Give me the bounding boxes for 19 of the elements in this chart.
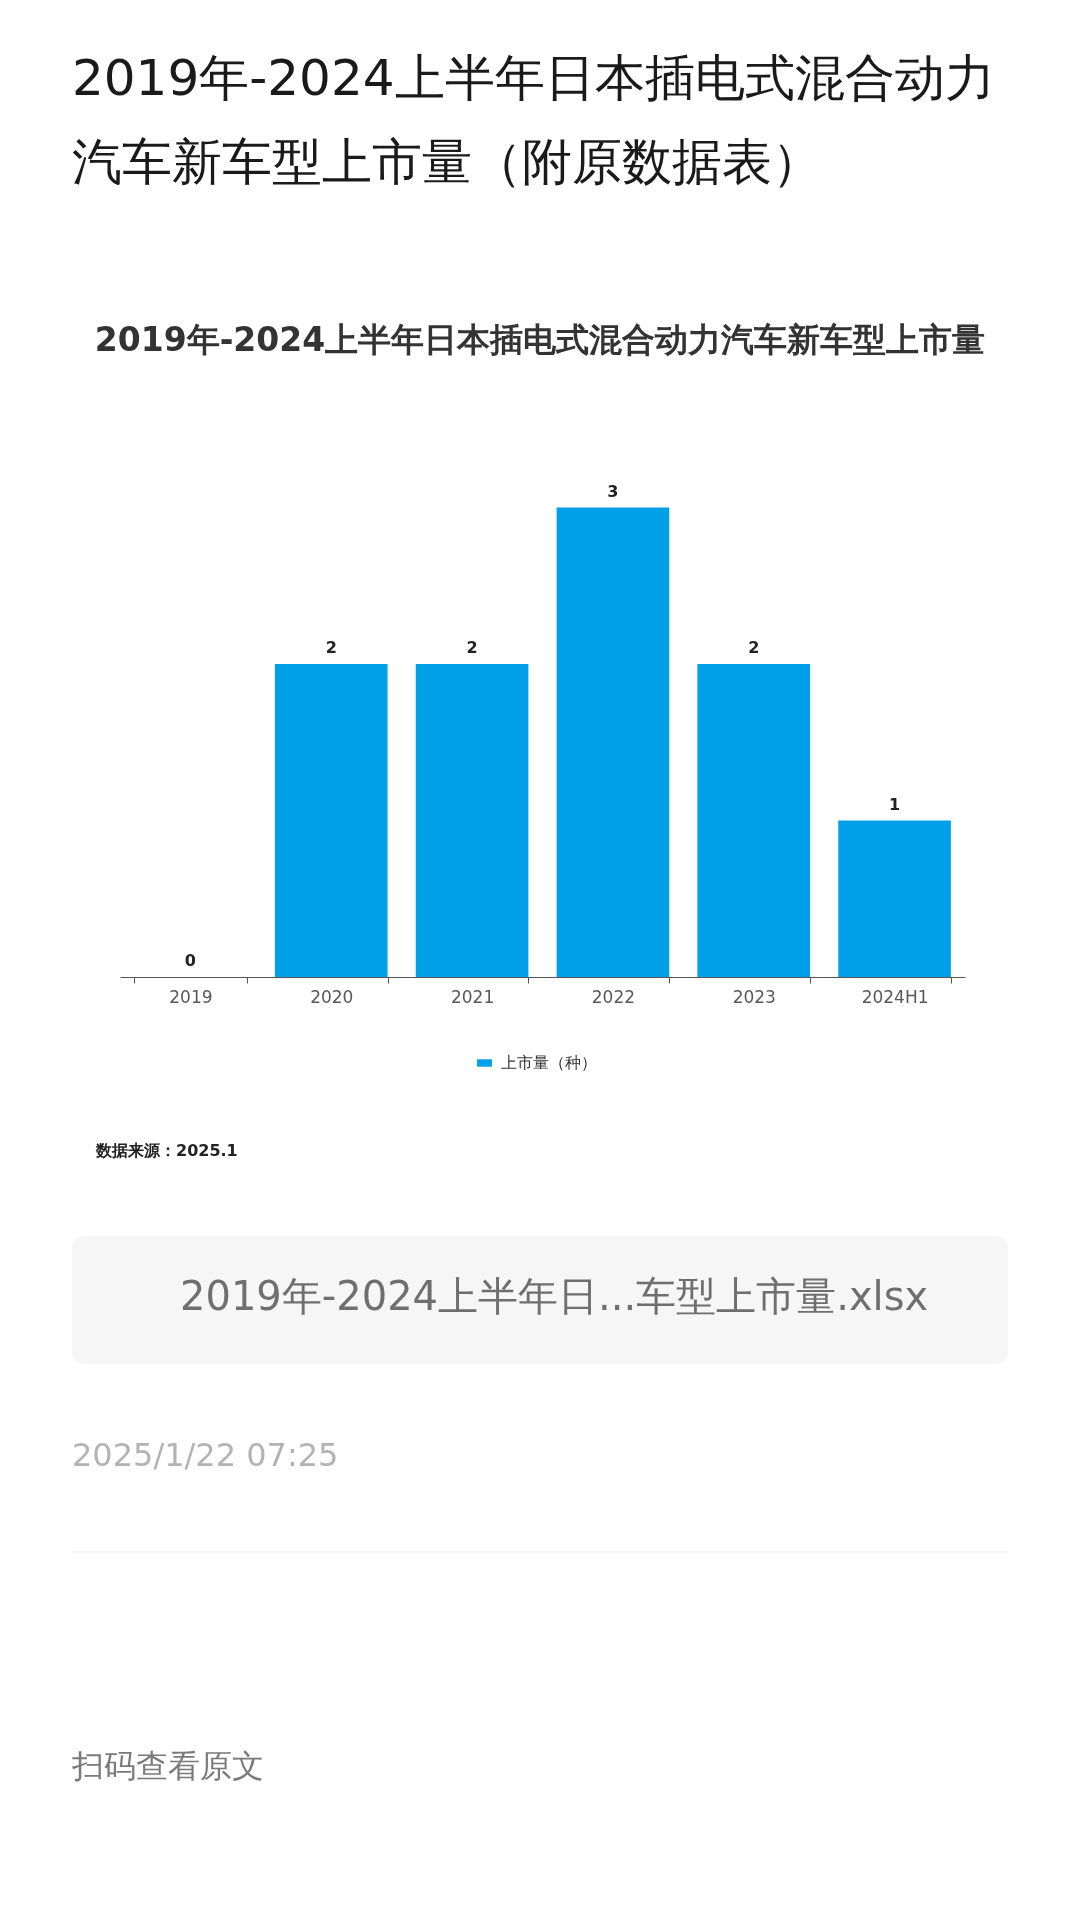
x-tick-label: 2021: [450, 986, 495, 1007]
x-tick-label: 2020: [310, 986, 354, 1007]
x-tick-label: 2022: [591, 986, 636, 1007]
x-tick-label: 2019: [169, 986, 213, 1007]
x-tick-label: 2023: [732, 986, 776, 1007]
chart-subtitle: 2019年-2024上半年日本插电式混合动力汽车新车型上市量: [94, 320, 986, 359]
text: 2025/1/22 07:25: [72, 1436, 339, 1474]
data-label: 2: [325, 638, 337, 657]
data-label: 2: [748, 638, 760, 657]
x-tick-label: 2024H1: [861, 986, 929, 1007]
chart-title: 2019年-2024上半年日本插电式混合动力汽车新车型上市量（附原数据表）: [72, 49, 995, 191]
source-note: 数据来源：2025.1: [95, 1141, 238, 1160]
data-label: 1: [889, 794, 901, 814]
text: 扫码查看原文: [71, 1747, 264, 1785]
text: 2019年-2024上半年日...车型上市量.xlsx: [180, 1273, 929, 1319]
legend-label: 上市量（种）: [500, 1053, 597, 1072]
data-label: 0: [184, 951, 196, 970]
data-label: 3: [607, 481, 619, 501]
data-label: 2: [466, 638, 478, 657]
